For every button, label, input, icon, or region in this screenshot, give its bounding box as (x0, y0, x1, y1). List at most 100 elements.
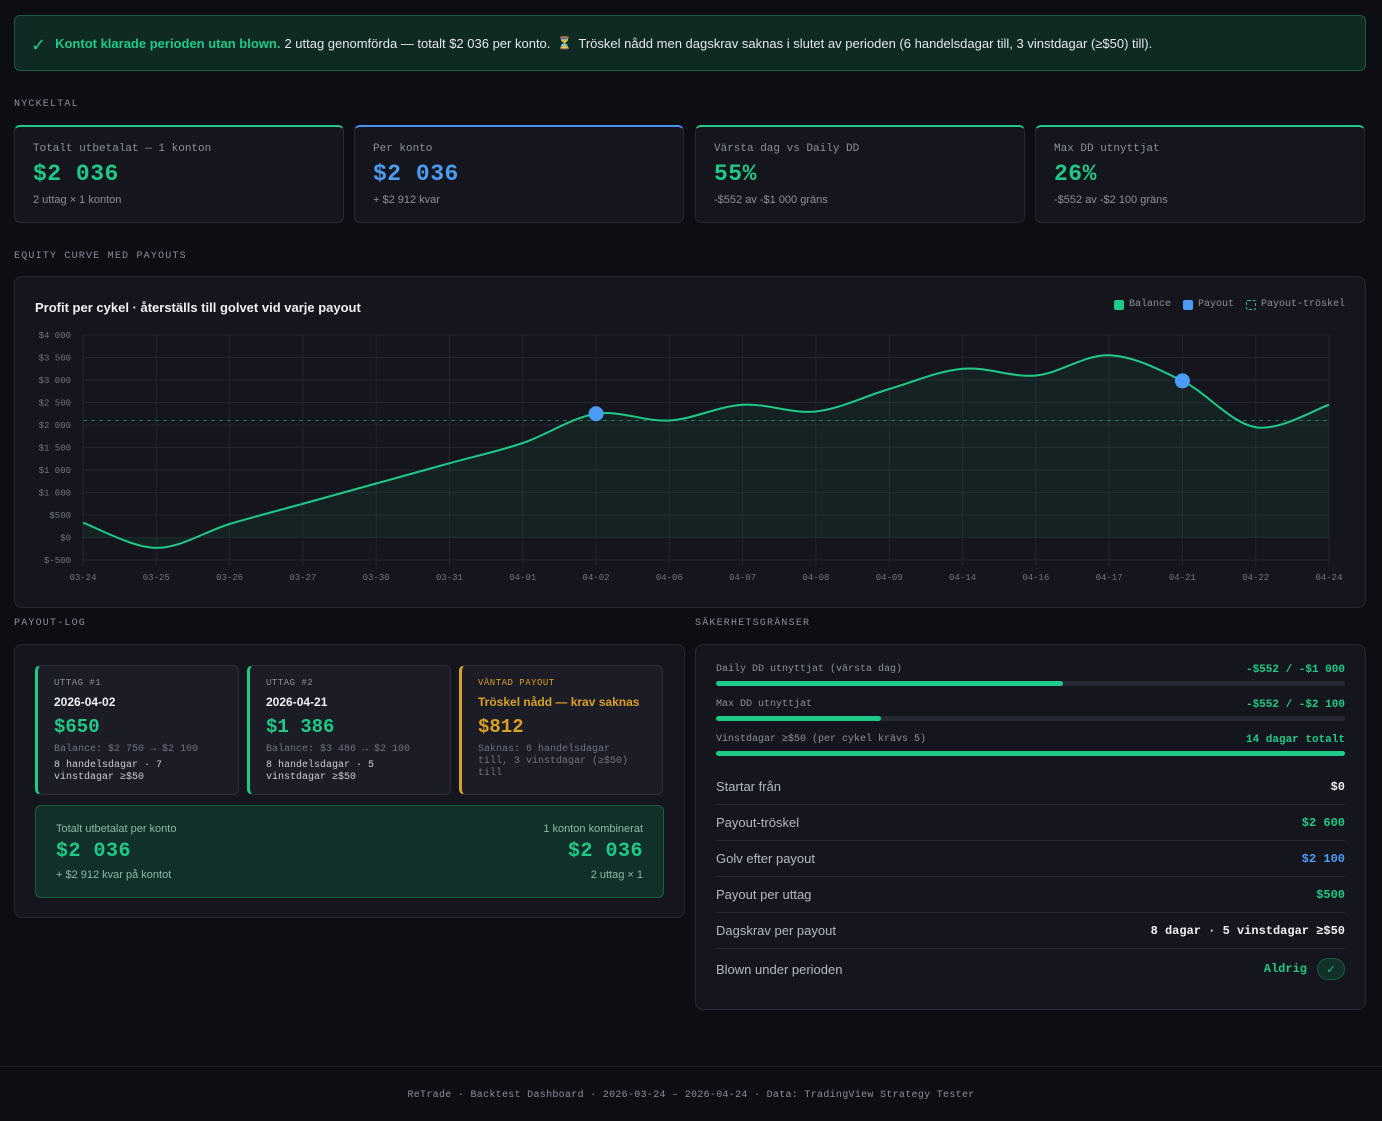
chart-title: Profit per cykel · återställs till golve… (35, 300, 361, 315)
section-label-kpi: NYCKELTAL (14, 99, 79, 110)
kpi-sub: + $2 912 kvar (373, 194, 440, 206)
kpi-value: 26% (1054, 161, 1097, 187)
x-tick-label: 03-24 (69, 573, 96, 583)
legend-label: Balance (1128, 299, 1171, 310)
total-combined: 1 konton kombinerat $2 036 2 uttag × 1 (543, 823, 643, 881)
row-key: Blown under perioden (716, 961, 843, 977)
row-value: $0 (1330, 779, 1345, 794)
combined-sub: 2 uttag × 1 (590, 869, 643, 881)
combined-label: 1 konton kombinerat (543, 823, 643, 835)
kpi-sub: 2 uttag × 1 konton (33, 194, 122, 206)
row-value-group: Aldrig ✓ (1264, 958, 1345, 980)
total-payout-box: Totalt utbetalat per konto $2 036 + $2 9… (35, 805, 664, 898)
row-value: 8 dagar · 5 vinstdagar ≥$50 (1150, 923, 1345, 938)
y-tick-label: $-500 (44, 556, 71, 566)
payout-card-amount: $812 (478, 716, 524, 738)
check-badge-icon: ✓ (1317, 958, 1345, 980)
check-icon: ✓ (31, 34, 47, 55)
y-tick-label: $2 500 (39, 399, 71, 409)
row-key: Startar från (716, 779, 782, 794)
kpi-label: Värsta dag vs Daily DD (714, 143, 860, 155)
x-tick-label: 04-21 (1169, 573, 1196, 583)
kpi-value: $2 036 (373, 161, 459, 187)
payout-card-balance: Balance: $3 486 → $2 100 (266, 744, 411, 755)
x-tick-label: 04-22 (1242, 573, 1269, 583)
kpi-sub: -$552 av -$1 000 gräns (714, 194, 828, 206)
legend-swatch-balance (1113, 299, 1124, 310)
payout-marker (1174, 373, 1190, 389)
kpi-card-total: Totalt utbetalat — 1 konton $2 036 2 utt… (14, 125, 344, 223)
row-key: Payout per uttag (716, 887, 812, 902)
x-tick-label: 04-16 (1022, 573, 1049, 583)
banner-threshold-text: Tröskel nådd men dagskrav saknas i slute… (578, 35, 1153, 51)
banner-headline: Kontot klarade perioden utan blown. (55, 35, 281, 51)
y-tick-label: $0 (60, 534, 71, 544)
bar-value: 14 dagar totalt (1245, 734, 1345, 746)
payout-card-days: 8 handelsdagar · 7 vinstdagar ≥$50 (54, 760, 163, 783)
payout-card-date: 2026-04-21 (266, 695, 328, 709)
x-tick-label: 04-08 (802, 573, 829, 583)
section-label-payout-log: PAYOUT-LOG (14, 618, 87, 629)
payout-card-title: UTTAG #2 (266, 678, 314, 688)
bar-win-days: Vinstdagar ≥$50 (per cykel krävs 5) 14 d… (716, 734, 1345, 756)
row-value: Aldrig (1263, 962, 1307, 976)
status-banner: ✓ Kontot klarade perioden utan blown. 2 … (14, 15, 1366, 71)
equity-chart: $-500 $0 $500 $1 000 $1 000 $1 500 $2 000 $2 50… (39, 331, 1343, 583)
equity-chart-panel: $-500 $0 $500 $1 000 $1 000 $1 500 $2 000 $2 50… (14, 276, 1366, 608)
kpi-label: Max DD utnyttjat (1054, 143, 1160, 155)
x-tick-label: 04-07 (729, 573, 756, 583)
payout-log-panel: UTTAG #1 2026-04-02 $650 Balance: $2 750… (14, 644, 685, 918)
row-start: Startar från $0 (716, 769, 1345, 805)
chart-legend: Balance Payout Payout-tröskel (1113, 299, 1345, 310)
bar-max-dd: Max DD utnyttjat -$552 / -$2 100 (716, 699, 1345, 721)
footer: ReTrade · Backtest Dashboard · 2026-03-2… (0, 1066, 1382, 1121)
x-tick-label: 03-26 (216, 573, 243, 583)
y-tick-label: $500 (49, 511, 71, 521)
kpi-label: Totalt utbetalat — 1 konton (33, 143, 212, 155)
total-value: $2 036 (56, 840, 132, 863)
y-tick-label: $2 000 (39, 421, 71, 431)
legend-label: Payout-tröskel (1260, 299, 1345, 310)
legend-swatch-payout (1182, 299, 1193, 310)
legend-label: Payout (1197, 299, 1234, 310)
bar-value: -$552 / -$1 000 (1245, 664, 1345, 676)
y-tick-label: $3 500 (39, 354, 71, 364)
legend-item-balance: Balance (1113, 299, 1171, 310)
progress-track (716, 716, 1345, 721)
row-value: $2 100 (1301, 851, 1345, 866)
y-tick-label: $3 000 (39, 376, 71, 386)
x-tick-label: 04-24 (1315, 573, 1342, 583)
row-floor: Golv efter payout $2 100 (716, 841, 1345, 877)
safety-panel: Daily DD utnyttjat (värsta dag) -$552 / … (695, 644, 1366, 1010)
legend-item-payout: Payout (1182, 299, 1234, 310)
banner-text: 2 uttag genomförda — totalt $2 036 per k… (284, 35, 551, 51)
kpi-label: Per konto (373, 143, 433, 155)
combined-value: $2 036 (567, 840, 643, 863)
total-label: Totalt utbetalat per konto (56, 823, 177, 835)
payout-card-title: UTTAG #1 (54, 678, 102, 688)
x-tick-label: 04-14 (949, 573, 976, 583)
y-tick-label: $1 500 (39, 444, 71, 454)
y-tick-label: $1 000 (39, 489, 71, 499)
row-day-requirement: Dagskrav per payout 8 dagar · 5 vinstdag… (716, 913, 1345, 949)
payout-card-balance: Balance: $2 750 → $2 100 (54, 744, 199, 755)
x-tick-label: 04-06 (656, 573, 683, 583)
total-sub: + $2 912 kvar på kontot (56, 869, 172, 881)
row-value: $2 600 (1301, 815, 1345, 830)
row-blown: Blown under perioden Aldrig ✓ (716, 949, 1345, 989)
legend-item-threshold: Payout-tröskel (1245, 299, 1345, 310)
progress-track (716, 751, 1345, 756)
payout-card-missing: Saknas: 6 handelsdagar till, 3 vinstdaga… (478, 744, 629, 779)
y-tick-label: $4 000 (39, 331, 71, 341)
x-tick-label: 04-09 (876, 573, 903, 583)
payout-card-days: 8 handelsdagar · 5 vinstdagar ≥$50 (266, 760, 375, 783)
section-label-equity: EQUITY CURVE MED PAYOUTS (14, 251, 187, 262)
bar-label: Vinstdagar ≥$50 (per cykel krävs 5) (716, 734, 927, 745)
bar-value: -$552 / -$2 100 (1245, 699, 1345, 711)
hourglass-icon: ⏳ (557, 36, 573, 50)
x-tick-label: 03-27 (289, 573, 316, 583)
bar-label: Max DD utnyttjat (716, 699, 813, 710)
payout-card-status: Tröskel nådd — krav saknas (478, 695, 640, 709)
x-tick-label: 03-25 (143, 573, 170, 583)
progress-fill (716, 716, 882, 721)
